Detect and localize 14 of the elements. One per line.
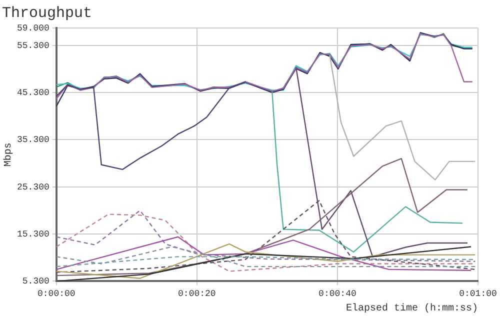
x-axis-title: Elapsed time (h:mm:ss) [346, 302, 478, 315]
chart-title: Throughput [2, 4, 92, 22]
y-tick-label: 15.300 [17, 229, 50, 240]
y-tick-label: 5.300 [22, 276, 50, 287]
y-tick-label: 25.300 [17, 182, 50, 192]
x-tick-label: 0:00:00 [38, 288, 76, 299]
x-tick-label: 0:00:40 [318, 288, 356, 299]
y-tick-label: 35.300 [17, 135, 50, 146]
x-tick-label: 0:01:00 [459, 288, 497, 299]
y-tick-label: 59.000 [17, 23, 50, 34]
y-tick-label: 45.300 [17, 88, 50, 98]
y-tick-label: 55.300 [17, 40, 50, 51]
x-tick-label: 0:00:20 [178, 288, 216, 299]
y-axis-title: Mbps [2, 142, 15, 167]
